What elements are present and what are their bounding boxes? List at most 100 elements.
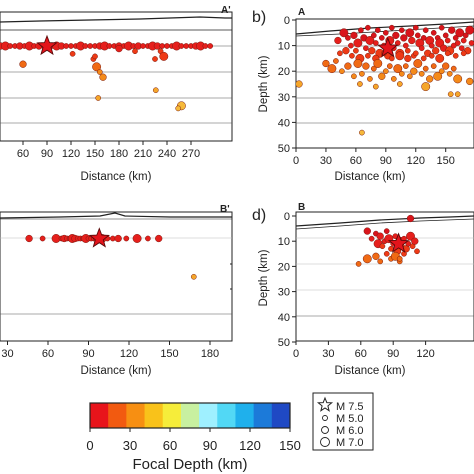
earthquake-point [357,81,363,87]
panel-b-frame [295,18,474,149]
earthquake-point [337,50,343,57]
earthquake-point [365,52,371,59]
earthquake-point [132,48,138,55]
earthquake-point [344,62,352,70]
earthquake-point [430,63,437,69]
panel-b-xlabel: Distance (km) [335,171,406,183]
earthquake-point [404,47,411,54]
colorbar-ticks: 0 30 60 90 120 150 [86,428,301,453]
mainshock-star-icon [88,227,111,248]
earthquake-point [414,248,420,255]
earthquake-point [339,68,345,75]
earthquake-point [405,28,415,38]
x-tick-label: 0 [293,155,299,167]
earthquake-point [454,91,461,98]
colorbar-cells [90,403,291,428]
earthquake-point [350,31,358,40]
x-tick-label: 210 [134,148,152,160]
earthquake-point [39,235,46,242]
x-tick-label: 30 [320,155,332,167]
earthquake-point [363,45,369,52]
x-tick-label: 30 [1,348,13,360]
earthquake-point [355,261,362,267]
earthquake-point [322,59,330,68]
panel-d-frame [295,211,474,342]
earthquake-point [444,37,451,44]
earthquake-point [383,228,390,234]
earthquake-point [442,62,450,70]
earthquake-point [408,36,416,45]
earthquake-point [410,67,418,75]
earthquake-point [402,42,409,49]
earthquake-point [353,47,359,54]
earthquake-point [95,95,102,101]
panel-a: 60 90 120 150 180 210 240 270 A' Distance (km) [0,5,233,183]
earthquake-point [442,32,449,39]
y-tick-label: 30 [278,287,290,299]
earthquake-point [159,43,166,49]
earthquake-point [296,80,303,88]
x-tick-label: 120 [120,348,138,360]
earthquake-point [155,234,163,243]
earthquake-point [414,32,421,39]
panel-d-topography [295,215,474,227]
panel-d-yticks: 0 10 20 30 40 50 [278,211,296,349]
legend-circle-m5-icon [322,415,328,421]
panel-a-corner-label: A' [221,5,231,16]
panel-c-xlabel: Distance (km) [81,365,152,377]
earthquake-point [362,254,372,264]
earthquake-point [348,42,354,49]
x-tick-label: 150 [86,148,104,160]
colorbar-frame [89,402,291,429]
panel-b-points [296,24,474,136]
earthquake-point [353,59,363,68]
legend-circle-m7-icon [320,437,330,447]
earthquake-point [183,43,190,49]
x-tick-label: 90 [380,155,392,167]
earthquake-point [359,129,365,136]
panel-c: 30 60 90 120 150 180 B' Distance (km) [0,204,233,377]
x-tick-label: 270 [182,148,200,160]
colorbar-cell [271,403,291,428]
earthquake-point [455,28,465,38]
y-tick-label: 40 [278,117,290,129]
earthquake-point [466,77,474,86]
panel-d-xticks: 0 30 60 90 120 [293,341,435,360]
earthquake-point [368,235,375,242]
earthquake-point [152,56,158,62]
earthquake-point [406,214,415,223]
earthquake-point [378,72,386,80]
x-tick-label: 60 [42,348,54,360]
earthquake-point [123,235,130,242]
earthquake-point [395,51,405,61]
earthquake-point [359,70,365,77]
earthquake-point [430,29,437,36]
legend-star-icon [316,396,334,412]
earthquake-point [393,64,403,74]
earthquake-point [428,52,435,59]
earthquake-point [333,58,339,64]
earthquake-point [140,43,146,49]
earthquake-point [372,83,379,90]
earthquake-point [405,240,412,247]
earthquake-point [460,37,467,44]
x-tick-label: 150 [437,155,455,167]
earthquake-point [334,36,342,45]
panel-a-topography [0,16,232,23]
y-tick-label: 0 [284,15,290,27]
earthquake-point [396,81,403,87]
earthquake-point [114,234,122,243]
panel-b-yticks: 0 10 20 30 40 50 [278,15,296,155]
earthquake-point [358,27,364,34]
earthquake-point [446,70,453,77]
x-tick-label: 90 [82,348,94,360]
colorbar-cell [126,403,146,428]
earthquake-point [433,71,443,81]
earthquake-point [418,45,425,52]
earthquake-point [454,40,461,46]
earthquake-point [370,65,377,72]
earthquake-point [145,235,151,242]
earthquake-point [412,50,419,57]
earthquake-point [422,27,429,34]
panel-a-xlabel: Distance (km) [81,171,152,183]
